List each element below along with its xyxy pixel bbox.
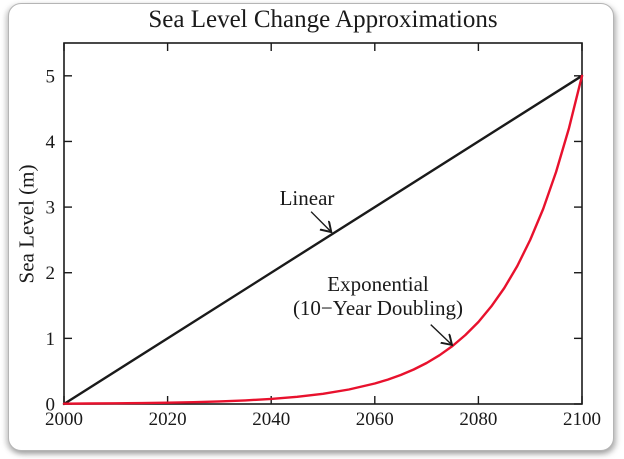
y-tick-label: 0 [46,395,56,416]
y-axis-title: Sea Level (m) [14,164,39,284]
annotation-arrow [430,324,452,345]
series-line-exponential-year-doubling [62,74,584,405]
annotation-exponential-label: Exponential (10−Year Doubling) [293,272,463,320]
series-line-linear [62,74,584,406]
y-tick-label: 3 [46,198,56,219]
y-tick-label: 5 [46,66,56,87]
annotation-exponential-line1: Exponential [327,272,429,296]
x-tick-label: 2060 [356,409,394,430]
plot-box [63,42,583,405]
y-tick-label: 1 [46,329,56,350]
chart-title: Sea Level Change Approximations [148,6,498,33]
annotation-exponential-line2: (10−Year Doubling) [292,296,464,320]
x-tick-label: 2000 [45,409,83,430]
y-tick-label: 2 [46,263,56,284]
annotation-arrow [310,211,331,232]
x-tick-label: 2020 [149,409,187,430]
annotation-linear-label: Linear [279,186,335,210]
x-tick-label: 2080 [459,409,497,430]
x-tick-label: 2100 [563,409,601,430]
x-tick-label: 2040 [252,409,290,430]
y-tick-label: 4 [46,132,56,153]
